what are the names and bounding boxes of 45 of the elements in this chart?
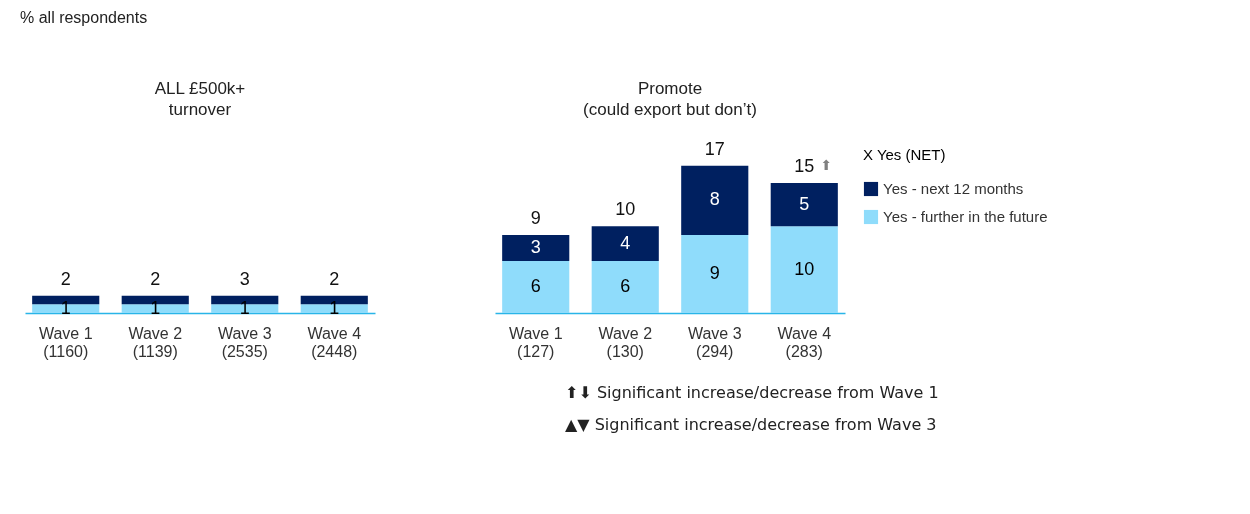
data-label: 6	[620, 276, 631, 296]
data-label: 1	[239, 297, 250, 318]
total-label: 15	[794, 156, 815, 177]
total-label: 10	[615, 199, 636, 220]
x-tick-label: Wave 1 (1160)	[38, 324, 93, 360]
bar	[681, 165, 749, 236]
bar	[502, 261, 570, 313]
total-label: 9	[530, 208, 541, 229]
x-tick-label: Wave 4 (283)	[777, 324, 832, 360]
total-label: 2	[329, 268, 340, 289]
bar	[591, 261, 659, 313]
x-tick-label: Wave 3 (294)	[687, 324, 742, 360]
data-label: 1	[60, 297, 71, 318]
bar	[770, 226, 838, 313]
chart-title: Promote (could export but don’t)	[583, 79, 757, 119]
bar	[591, 226, 659, 261]
total-label: 3	[239, 268, 250, 289]
data-label: 9	[709, 263, 720, 283]
total-label: 17	[704, 138, 725, 159]
text: ⬆⬇ Significant increase/decrease from Wave 1	[565, 383, 939, 402]
data-label: 1	[329, 297, 340, 318]
annotation: ⬆	[820, 157, 833, 174]
data-label: 10	[794, 258, 815, 279]
chart-title: ALL £500k+ turnover	[154, 79, 246, 119]
data-label: 5	[799, 193, 810, 214]
data-label: 4	[620, 232, 631, 253]
x-tick-label: Wave 4 (2448)	[307, 324, 362, 360]
total-label: 2	[150, 268, 161, 289]
x-tick-label: Wave 2 (130)	[598, 324, 653, 360]
legend-label: Yes - further in the future	[883, 208, 1048, 225]
x-tick-label: Wave 3 (2535)	[217, 324, 272, 360]
bar	[681, 235, 749, 313]
data-label: 1	[150, 297, 161, 318]
data-label: 6	[530, 276, 541, 296]
legend-label: Yes - next 12 months	[883, 180, 1024, 197]
total-label: 2	[60, 268, 71, 289]
legend-title: X Yes (NET)	[863, 146, 946, 163]
text: % all respondents	[20, 9, 148, 26]
text: ▲▼ Significant increase/decrease from Wave 3	[565, 415, 937, 434]
data-label: 8	[709, 189, 720, 210]
x-tick-label: Wave 1 (127)	[508, 324, 563, 360]
x-tick-label: Wave 2 (1139)	[128, 324, 183, 360]
bar	[502, 235, 570, 261]
data-label: 3	[530, 237, 541, 258]
bar	[770, 183, 838, 227]
